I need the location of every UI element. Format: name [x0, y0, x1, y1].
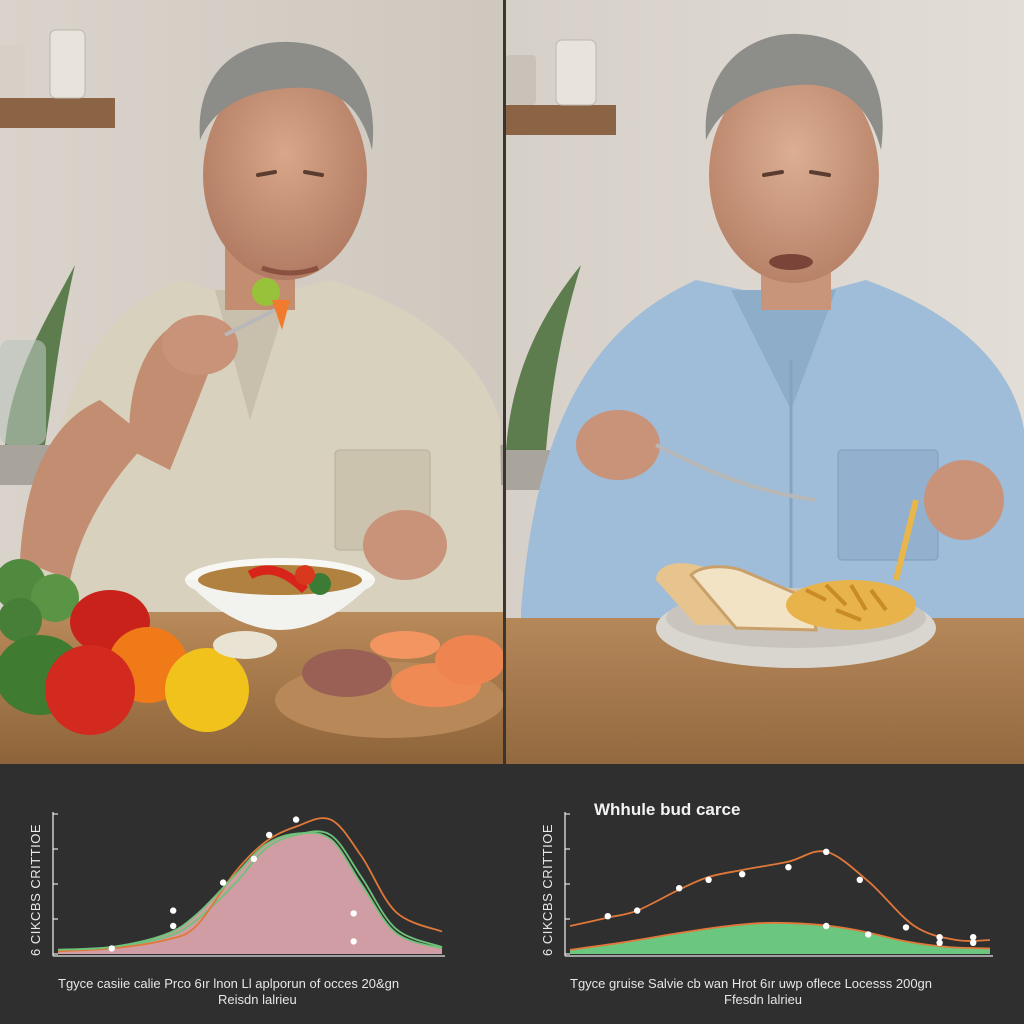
chart-right: Whhule bud carce 6 CIKCBS CRITTIOE Tgyce…: [512, 764, 1024, 1024]
chart-left-area-fill: [58, 832, 442, 954]
chart-right-ylabel: 6 CIKCBS CRITTIOE: [540, 823, 555, 956]
chart-right-data-point: [856, 876, 863, 883]
chart-left-data-point: [170, 907, 177, 914]
chart-right-data-point: [785, 864, 792, 871]
chart-left-data-point: [108, 945, 115, 952]
chart-right-data-point: [676, 885, 683, 892]
chart-right-data-point: [823, 848, 830, 855]
chart-left-data-point: [170, 922, 177, 930]
chart-left-data-point: [250, 855, 258, 862]
chart-right-data-point: [823, 922, 830, 930]
chart-right-data-point: [604, 913, 611, 920]
chart-right-data-point: [634, 907, 641, 914]
chart-right-xlabel-second-line: Ffesdn lalrieu: [724, 992, 803, 1007]
chart-right-data-point: [970, 934, 977, 941]
chart-left-data-point: [266, 831, 273, 839]
chart-right-marks: [569, 848, 991, 954]
panel-divider: [503, 0, 506, 764]
glucose-charts-strip: 6 CIKCBS CRITTIOE Tgyce casiie calie Prc…: [0, 764, 1024, 1024]
chart-left-xlabel: Tgyce casiie calie Prco 6ır lnon Ll aplp…: [58, 976, 400, 991]
chart-left-y-ticks: [53, 813, 58, 955]
chart-right-area-fill: [570, 922, 990, 954]
chart-right-data-point: [936, 939, 943, 946]
chart-right-data-point: [902, 924, 910, 931]
chart-left-xlabel-second-line: Reisdn lalrieu: [218, 992, 297, 1007]
chart-left-series-line-2: [57, 831, 443, 951]
chart-left-data-point: [292, 816, 300, 823]
chart-right-data-point: [705, 876, 712, 883]
carb-meal-photo: [506, 0, 1024, 764]
chart-right-data-point: [970, 939, 977, 946]
healthy-meal-photo: [0, 0, 503, 764]
chart-right-data-point: [739, 871, 746, 878]
chart-right-data-point: [865, 931, 872, 938]
comparison-photos: [0, 0, 1024, 764]
chart-right-plot: [564, 812, 993, 957]
chart-left-series-line-0: [57, 830, 443, 951]
chart-left-data-point: [350, 910, 357, 917]
chart-right-xlabel: Tgyce gruise Salvie cb wan Hrot 6ır uwp …: [570, 976, 933, 991]
chart-right-data-point: [936, 934, 943, 941]
chart-left-plot: [52, 812, 445, 957]
chart-left: 6 CIKCBS CRITTIOE Tgyce casiie calie Prc…: [0, 764, 512, 1024]
chart-right-y-ticks: [565, 813, 570, 955]
chart-right-title: Whhule bud carce: [594, 800, 741, 819]
chart-left-ylabel: 6 CIKCBS CRITTIOE: [28, 823, 43, 956]
chart-right-series-line-1: [569, 921, 991, 951]
chart-left-data-point: [350, 938, 357, 945]
chart-left-marks: [57, 816, 443, 954]
chart-left-series-line-1: [57, 817, 443, 953]
chart-left-data-point: [219, 879, 227, 886]
